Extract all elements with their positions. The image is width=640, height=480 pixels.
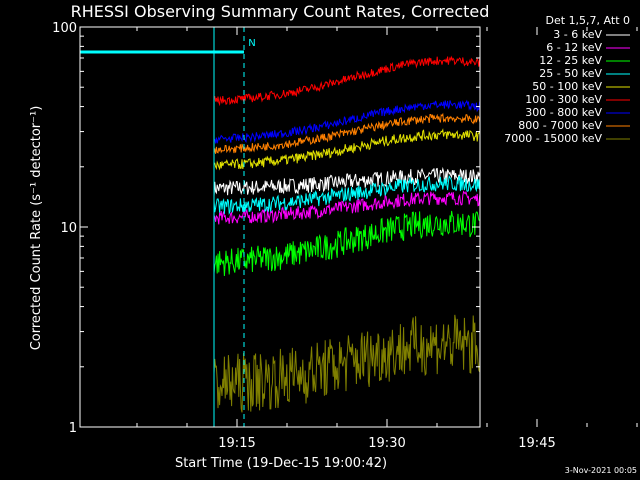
- legend-label-4: 50 - 100 keV: [532, 80, 602, 93]
- legend-label-0: 3 - 6 keV: [553, 28, 602, 41]
- x-tick-label-0: 19:15: [218, 436, 255, 451]
- series-3-trace: [213, 174, 480, 215]
- series-2-trace: [213, 210, 480, 277]
- legend-label-8: 7000 - 15000 keV: [504, 132, 602, 145]
- legend-label-1: 6 - 12 keV: [546, 41, 602, 54]
- legend-label-7: 800 - 7000 keV: [518, 119, 602, 132]
- y-tick-label-0: 1: [69, 421, 77, 436]
- y-tick-label-1: 10: [60, 221, 77, 236]
- legend-label-3: 25 - 50 keV: [539, 67, 602, 80]
- timestamp: 3-Nov-2021 00:05: [565, 466, 637, 475]
- flag-label-N: N: [248, 38, 255, 49]
- legend-title: Det 1,5,7, Att 0: [546, 14, 630, 27]
- x-axis-label: Start Time (19-Dec-15 19:00:42): [175, 456, 387, 471]
- y-axis: 1 10 100: [52, 21, 480, 436]
- legend-label-5: 100 - 300 keV: [525, 93, 602, 106]
- series-7-trace: [213, 112, 480, 154]
- series-5-trace: [213, 55, 480, 107]
- x-tick-label-1: 19:30: [368, 436, 405, 451]
- series-4-trace: [213, 128, 480, 171]
- legend-label-6: 300 - 800 keV: [525, 106, 602, 119]
- series-1-trace: [213, 190, 480, 225]
- legend-label-2: 12 - 25 keV: [539, 54, 602, 67]
- series-0-trace: [213, 166, 480, 197]
- x-tick-label-2: 19:45: [518, 436, 555, 451]
- series-6-trace: [213, 99, 480, 144]
- y-tick-label-2: 100: [52, 21, 77, 36]
- chart-title: RHESSI Observing Summary Count Rates, Co…: [71, 2, 490, 21]
- y-axis-label: Corrected Count Rate (s⁻¹ detector⁻¹): [29, 106, 44, 351]
- series-8-trace: [213, 314, 480, 413]
